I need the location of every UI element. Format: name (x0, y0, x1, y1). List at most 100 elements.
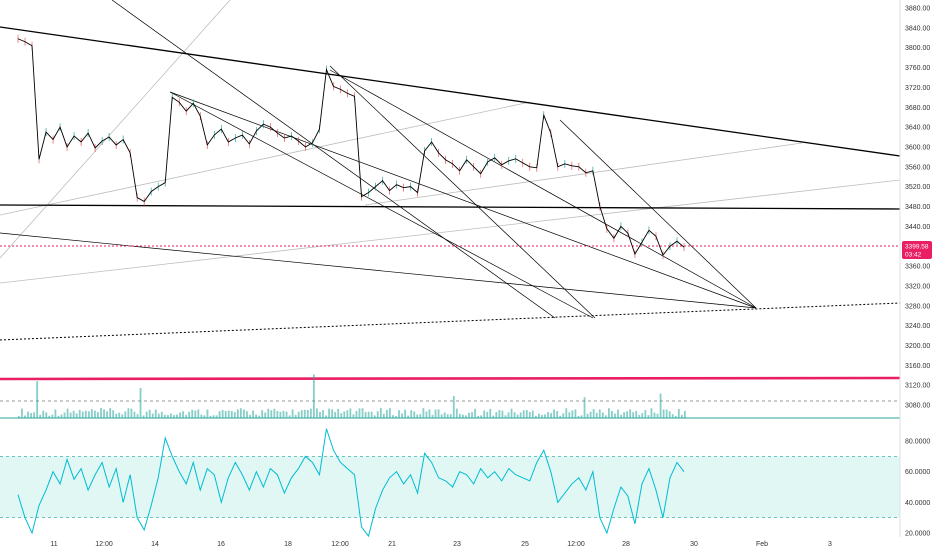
trendline[interactable] (559, 119, 757, 309)
volume-bar (462, 414, 464, 418)
volume-bar (139, 387, 142, 418)
volume-bar (200, 414, 203, 418)
volume-bar (322, 410, 324, 418)
volume-bar (30, 413, 32, 418)
volume-bar (294, 414, 297, 418)
volume-bar (160, 411, 163, 418)
trendline[interactable] (0, 232, 757, 309)
major-trendline[interactable] (0, 26, 901, 157)
volume-bar (443, 412, 446, 418)
volume-bar (568, 412, 571, 418)
price-tick-label: 3080.00 (905, 403, 930, 410)
volume-bar (416, 414, 419, 418)
volume-bar (607, 408, 610, 418)
volume-bar (103, 409, 105, 418)
volume-bar (136, 414, 139, 418)
time-tick-label: 28 (622, 541, 630, 548)
volume-bar (94, 410, 96, 418)
thin-trendline[interactable] (0, 0, 231, 259)
volume-bar (437, 409, 440, 418)
volume-bar (398, 410, 400, 418)
volume-bar (69, 412, 72, 418)
rsi-pane (0, 428, 900, 538)
volume-bar (401, 413, 403, 418)
volume-bar (513, 412, 516, 418)
volume-bar (303, 409, 306, 418)
volume-bar (671, 414, 674, 418)
price-tick-label: 3120.00 (905, 383, 930, 390)
rsi-tick-label: 40.0000 (905, 500, 930, 507)
volume-bar (632, 412, 635, 418)
price-tick-label: 3640.00 (905, 125, 930, 132)
volume-bar (544, 414, 546, 418)
volume-bar (151, 413, 154, 418)
volume-bar (276, 411, 279, 418)
volume-bar (492, 415, 495, 418)
volume-bar (382, 413, 385, 418)
rsi-tick-label: 80.0000 (905, 439, 930, 446)
price-tick-label: 3440.00 (905, 224, 930, 231)
volume-bar (659, 393, 662, 418)
volume-bar (258, 415, 261, 418)
volume-bar (45, 412, 48, 418)
volume-bar (580, 415, 583, 418)
volume-bar (541, 414, 543, 418)
volume-bar (57, 415, 60, 418)
trendline[interactable] (169, 91, 594, 319)
volume-bar (191, 409, 194, 418)
major-trendline[interactable] (0, 204, 901, 210)
volume-bar (674, 415, 677, 418)
volume-bar (167, 415, 169, 418)
volume-bar (233, 412, 236, 418)
price-tick-label: 3520.00 (905, 184, 930, 191)
volume-bar (130, 408, 133, 418)
volume-bar (617, 409, 619, 418)
volume-bar (325, 415, 327, 418)
volume-bar (598, 409, 601, 418)
price-series (17, 34, 685, 260)
time-tick-label: 18 (284, 541, 292, 548)
volume-bar (240, 408, 242, 418)
volume-bar (471, 412, 473, 418)
volume-bar (246, 411, 248, 418)
volume-bar (328, 408, 330, 418)
volume-bar (559, 415, 562, 418)
volume-bar (361, 408, 364, 418)
horizontal-ray[interactable] (0, 376, 901, 381)
thin-trendline[interactable] (364, 142, 803, 206)
volume-bar (182, 411, 185, 418)
trendline-drawings[interactable] (0, 0, 901, 402)
time-tick-label: 30 (690, 541, 698, 548)
volume-bar (623, 412, 625, 418)
volume-bar (60, 414, 63, 418)
rsi-axis[interactable]: 80.0000 60.0000 40.0000 20.0000 (905, 439, 930, 538)
volume-bar (118, 412, 121, 418)
price-tick-label: 3720.00 (905, 85, 930, 92)
volume-bar (480, 415, 483, 418)
volume-bar (48, 415, 51, 418)
volume-bar (592, 409, 595, 418)
volume-bar (477, 415, 480, 418)
time-tick-label: 16 (217, 541, 225, 548)
volume-bar (449, 414, 452, 418)
price-tick-label: 3800.00 (905, 45, 930, 52)
volume-bar (601, 412, 604, 418)
volume-bar (75, 413, 78, 418)
time-axis[interactable]: 11 12:00 14 16 18 12:00 21 23 25 12:00 28 30 Feb 3 (50, 541, 832, 548)
thin-trendline[interactable] (0, 179, 901, 284)
trendline[interactable] (169, 91, 757, 309)
volume-bar (33, 412, 36, 418)
trendline[interactable] (329, 69, 757, 309)
thin-trendline[interactable] (0, 101, 531, 216)
volume-bar (87, 411, 90, 418)
volume-bar (507, 412, 510, 418)
price-tick-label: 3320.00 (905, 283, 930, 290)
trendline[interactable] (329, 65, 596, 319)
price-axis[interactable]: 3880.00 3840.00 3800.00 3760.00 3720.00 3680.… (905, 6, 930, 410)
volume-bar (343, 411, 346, 418)
volume-bar (611, 410, 613, 418)
volume-bar (282, 410, 285, 418)
volume-bar (574, 409, 577, 418)
volume-bar (36, 381, 39, 418)
